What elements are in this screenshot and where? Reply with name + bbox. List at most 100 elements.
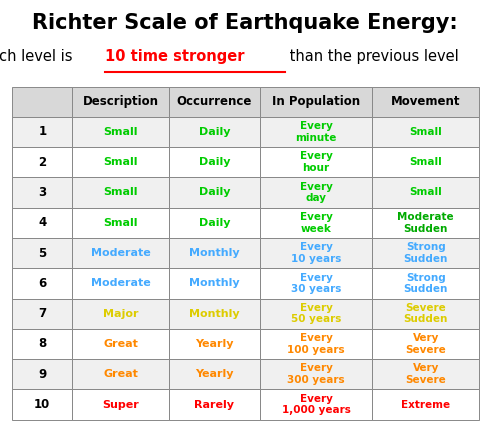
Bar	[372, 208, 479, 238]
Text: 8: 8	[38, 338, 47, 351]
Text: Daily: Daily	[198, 187, 230, 198]
Text: Monthly: Monthly	[189, 278, 240, 288]
Bar	[372, 298, 479, 329]
Bar	[260, 268, 372, 298]
Bar	[12, 390, 72, 420]
Text: Description: Description	[82, 95, 158, 108]
Bar	[12, 238, 72, 268]
Bar	[169, 329, 260, 359]
Text: 10: 10	[34, 398, 50, 411]
Bar	[372, 177, 479, 208]
Bar	[169, 238, 260, 268]
Bar	[372, 147, 479, 177]
Bar	[260, 208, 372, 238]
Bar	[72, 268, 169, 298]
Bar	[12, 329, 72, 359]
Bar	[169, 117, 260, 147]
Bar	[169, 208, 260, 238]
Bar	[372, 117, 479, 147]
Bar	[72, 87, 169, 117]
Bar	[372, 238, 479, 268]
Bar	[169, 390, 260, 420]
Text: Small: Small	[103, 218, 138, 228]
Text: Every
hour: Every hour	[300, 151, 333, 173]
Bar	[12, 177, 72, 208]
Bar	[169, 298, 260, 329]
Text: Major: Major	[103, 309, 138, 319]
Bar	[372, 329, 479, 359]
Text: Daily: Daily	[198, 127, 230, 137]
Text: Every
100 years: Every 100 years	[287, 333, 345, 355]
Text: Small: Small	[409, 157, 442, 167]
Text: Moderate
Sudden: Moderate Sudden	[397, 212, 454, 234]
Bar	[169, 268, 260, 298]
Text: Monthly: Monthly	[189, 309, 240, 319]
Text: Small: Small	[409, 127, 442, 137]
Bar	[372, 87, 479, 117]
Bar	[72, 298, 169, 329]
Bar	[12, 87, 72, 117]
Bar	[372, 268, 479, 298]
Bar	[12, 117, 72, 147]
Text: Rarely: Rarely	[195, 399, 234, 410]
Text: Great: Great	[103, 339, 138, 349]
Text: Strong
Sudden: Strong Sudden	[404, 242, 448, 264]
Text: Great: Great	[103, 369, 138, 379]
Text: Every
30 years: Every 30 years	[291, 273, 342, 294]
Bar	[72, 177, 169, 208]
Text: Every
week: Every week	[300, 212, 333, 234]
Bar	[72, 329, 169, 359]
Text: Every
300 years: Every 300 years	[287, 363, 345, 385]
Bar	[72, 117, 169, 147]
Bar	[260, 117, 372, 147]
Bar	[72, 238, 169, 268]
Text: Yearly: Yearly	[195, 369, 234, 379]
Text: Strong
Sudden: Strong Sudden	[404, 273, 448, 294]
Text: Every
day: Every day	[300, 181, 333, 203]
Text: 9: 9	[38, 368, 47, 381]
Text: 6: 6	[38, 277, 47, 290]
Text: Very
Severe: Very Severe	[405, 363, 446, 385]
Bar	[260, 147, 372, 177]
Text: Occurrence: Occurrence	[177, 95, 252, 108]
Bar	[169, 147, 260, 177]
Text: 5: 5	[38, 246, 47, 259]
Text: Small: Small	[103, 157, 138, 167]
Bar	[260, 390, 372, 420]
Text: Daily: Daily	[198, 157, 230, 167]
Text: 4: 4	[38, 216, 47, 229]
Bar	[12, 268, 72, 298]
Text: In Population: In Population	[272, 95, 360, 108]
Text: Very
Severe: Very Severe	[405, 333, 446, 355]
Bar	[260, 87, 372, 117]
Bar	[260, 177, 372, 208]
Bar	[260, 298, 372, 329]
Text: Moderate: Moderate	[91, 278, 150, 288]
Bar	[12, 147, 72, 177]
Bar	[12, 359, 72, 390]
Bar	[72, 390, 169, 420]
Bar	[72, 208, 169, 238]
Text: Every
10 years: Every 10 years	[291, 242, 342, 264]
Text: Every
1,000 years: Every 1,000 years	[282, 394, 351, 416]
Bar	[372, 359, 479, 390]
Bar	[260, 238, 372, 268]
Bar	[12, 208, 72, 238]
Text: Small: Small	[103, 187, 138, 198]
Bar	[260, 359, 372, 390]
Text: Yearly: Yearly	[195, 339, 234, 349]
Bar	[260, 329, 372, 359]
Text: Movement: Movement	[391, 95, 461, 108]
Bar	[72, 359, 169, 390]
Text: Severe
Sudden: Severe Sudden	[404, 303, 448, 324]
Text: Every
minute: Every minute	[295, 121, 337, 142]
Text: Extreme: Extreme	[401, 399, 450, 410]
Text: than the previous level: than the previous level	[285, 49, 459, 64]
Text: Monthly: Monthly	[189, 248, 240, 258]
Bar	[372, 390, 479, 420]
Text: Each level is: Each level is	[0, 49, 77, 64]
Text: Small: Small	[103, 127, 138, 137]
Text: 3: 3	[38, 186, 47, 199]
Bar	[169, 177, 260, 208]
Text: Richter Scale of Earthquake Energy:: Richter Scale of Earthquake Energy:	[32, 13, 458, 33]
